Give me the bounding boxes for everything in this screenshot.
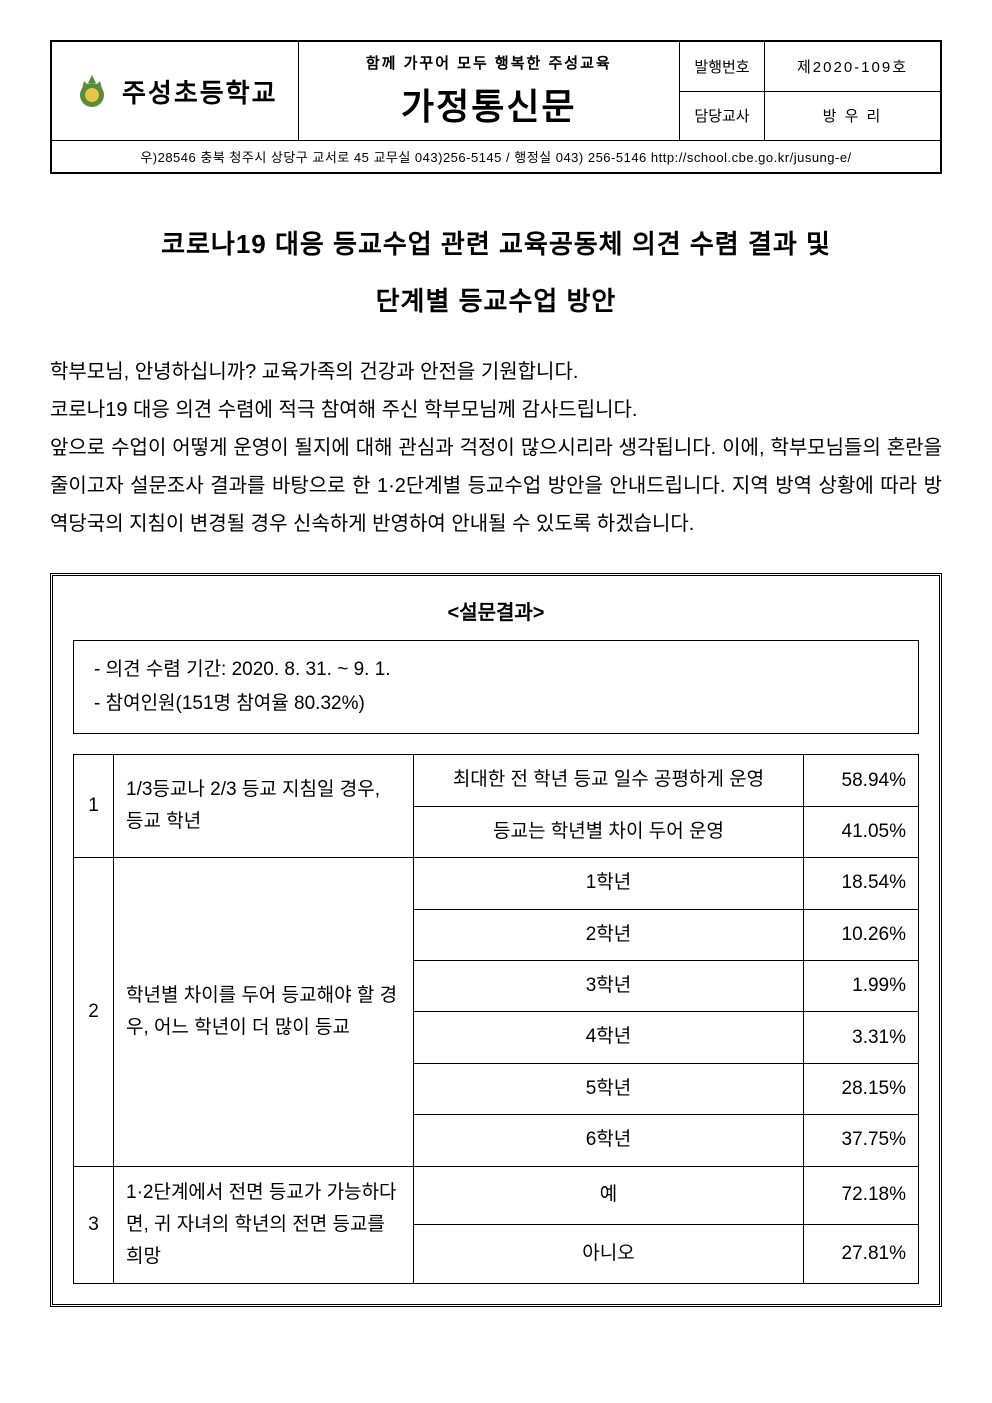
- header-footer-info: 우)28546 충북 청주시 상당구 교서로 45 교무실 043)256-51…: [52, 140, 940, 172]
- teacher-label: 담당교사: [680, 92, 765, 141]
- body-p3: 앞으로 수업이 어떻게 운영이 될지에 대해 관심과 걱정이 많으시리라 생각됩…: [50, 429, 942, 543]
- school-cell: 주성초등학교: [52, 42, 299, 140]
- survey-info-line1: - 의견 수렴 기간: 2020. 8. 31. ~ 9. 1.: [94, 653, 898, 687]
- q3-pct2: 27.81%: [804, 1225, 919, 1284]
- table-row: 1 1/3등교나 2/3 등교 지침일 경우, 등교 학년 최대한 전 학년 등…: [74, 755, 919, 806]
- survey-table: 1 1/3등교나 2/3 등교 지침일 경우, 등교 학년 최대한 전 학년 등…: [73, 754, 919, 1284]
- slogan-text: 함께 가꾸어 모두 행복한 주성교육: [366, 52, 612, 73]
- q2-opt2: 2학년: [414, 909, 804, 960]
- survey-box: <설문결과> - 의견 수렴 기간: 2020. 8. 31. ~ 9. 1. …: [50, 573, 942, 1307]
- school-name: 주성초등학교: [122, 73, 278, 110]
- q2-pct4: 3.31%: [804, 1012, 919, 1063]
- q2-pct2: 10.26%: [804, 909, 919, 960]
- q2-opt3: 3학년: [414, 960, 804, 1011]
- q2-opt1: 1학년: [414, 858, 804, 909]
- q1-question: 1/3등교나 2/3 등교 지침일 경우, 등교 학년: [114, 755, 414, 858]
- table-row: 3 1·2단계에서 전면 등교가 가능하다면, 귀 자녀의 학년의 전면 등교를…: [74, 1166, 919, 1225]
- q2-num: 2: [74, 858, 114, 1166]
- q3-opt2: 아니오: [414, 1225, 804, 1284]
- q2-opt6: 6학년: [414, 1115, 804, 1166]
- survey-info: - 의견 수렴 기간: 2020. 8. 31. ~ 9. 1. - 참여인원(…: [73, 640, 919, 734]
- q2-question: 학년별 차이를 두어 등교해야 할 경우, 어느 학년이 더 많이 등교: [114, 858, 414, 1166]
- document-header: 주성초등학교 함께 가꾸어 모두 행복한 주성교육 가정통신문 발행번호 제20…: [50, 40, 942, 174]
- school-logo-icon: [72, 71, 112, 111]
- q1-opt2: 등교는 학년별 차이 두어 운영: [414, 806, 804, 857]
- teacher-row: 담당교사 방 우 리: [680, 92, 940, 141]
- newsletter-title: 가정통신문: [401, 78, 577, 130]
- q3-pct1: 72.18%: [804, 1166, 919, 1225]
- header-top-row: 주성초등학교 함께 가꾸어 모두 행복한 주성교육 가정통신문 발행번호 제20…: [52, 42, 940, 140]
- meta-cell: 발행번호 제2020-109호 담당교사 방 우 리: [680, 42, 940, 140]
- q3-question: 1·2단계에서 전면 등교가 가능하다면, 귀 자녀의 학년의 전면 등교를 희…: [114, 1166, 414, 1284]
- q2-pct5: 28.15%: [804, 1063, 919, 1114]
- survey-title: <설문결과>: [73, 596, 919, 625]
- q2-pct1: 18.54%: [804, 858, 919, 909]
- issue-label: 발행번호: [680, 42, 765, 91]
- issue-row: 발행번호 제2020-109호: [680, 42, 940, 92]
- q2-pct6: 37.75%: [804, 1115, 919, 1166]
- survey-info-line2: - 참여인원(151명 참여율 80.32%): [94, 687, 898, 721]
- q2-opt5: 5학년: [414, 1063, 804, 1114]
- main-title-line1: 코로나19 대응 등교수업 관련 교육공동체 의견 수렴 결과 및: [50, 224, 942, 261]
- title-cell: 함께 가꾸어 모두 행복한 주성교육 가정통신문: [299, 42, 680, 140]
- q2-opt4: 4학년: [414, 1012, 804, 1063]
- q3-opt1: 예: [414, 1166, 804, 1225]
- body-p2: 코로나19 대응 의견 수렴에 적극 참여해 주신 학부모님께 감사드립니다.: [50, 391, 942, 429]
- q1-num: 1: [74, 755, 114, 858]
- main-title-line2: 단계별 등교수업 방안: [50, 281, 942, 318]
- body-text: 학부모님, 안녕하십니까? 교육가족의 건강과 안전을 기원합니다. 코로나19…: [50, 353, 942, 543]
- table-row: 2 학년별 차이를 두어 등교해야 할 경우, 어느 학년이 더 많이 등교 1…: [74, 858, 919, 909]
- q2-pct3: 1.99%: [804, 960, 919, 1011]
- body-p1: 학부모님, 안녕하십니까? 교육가족의 건강과 안전을 기원합니다.: [50, 353, 942, 391]
- q3-num: 3: [74, 1166, 114, 1284]
- q1-pct1: 58.94%: [804, 755, 919, 806]
- q1-pct2: 41.05%: [804, 806, 919, 857]
- teacher-value: 방 우 리: [765, 92, 940, 141]
- q1-opt1: 최대한 전 학년 등교 일수 공평하게 운영: [414, 755, 804, 806]
- issue-value: 제2020-109호: [765, 42, 940, 91]
